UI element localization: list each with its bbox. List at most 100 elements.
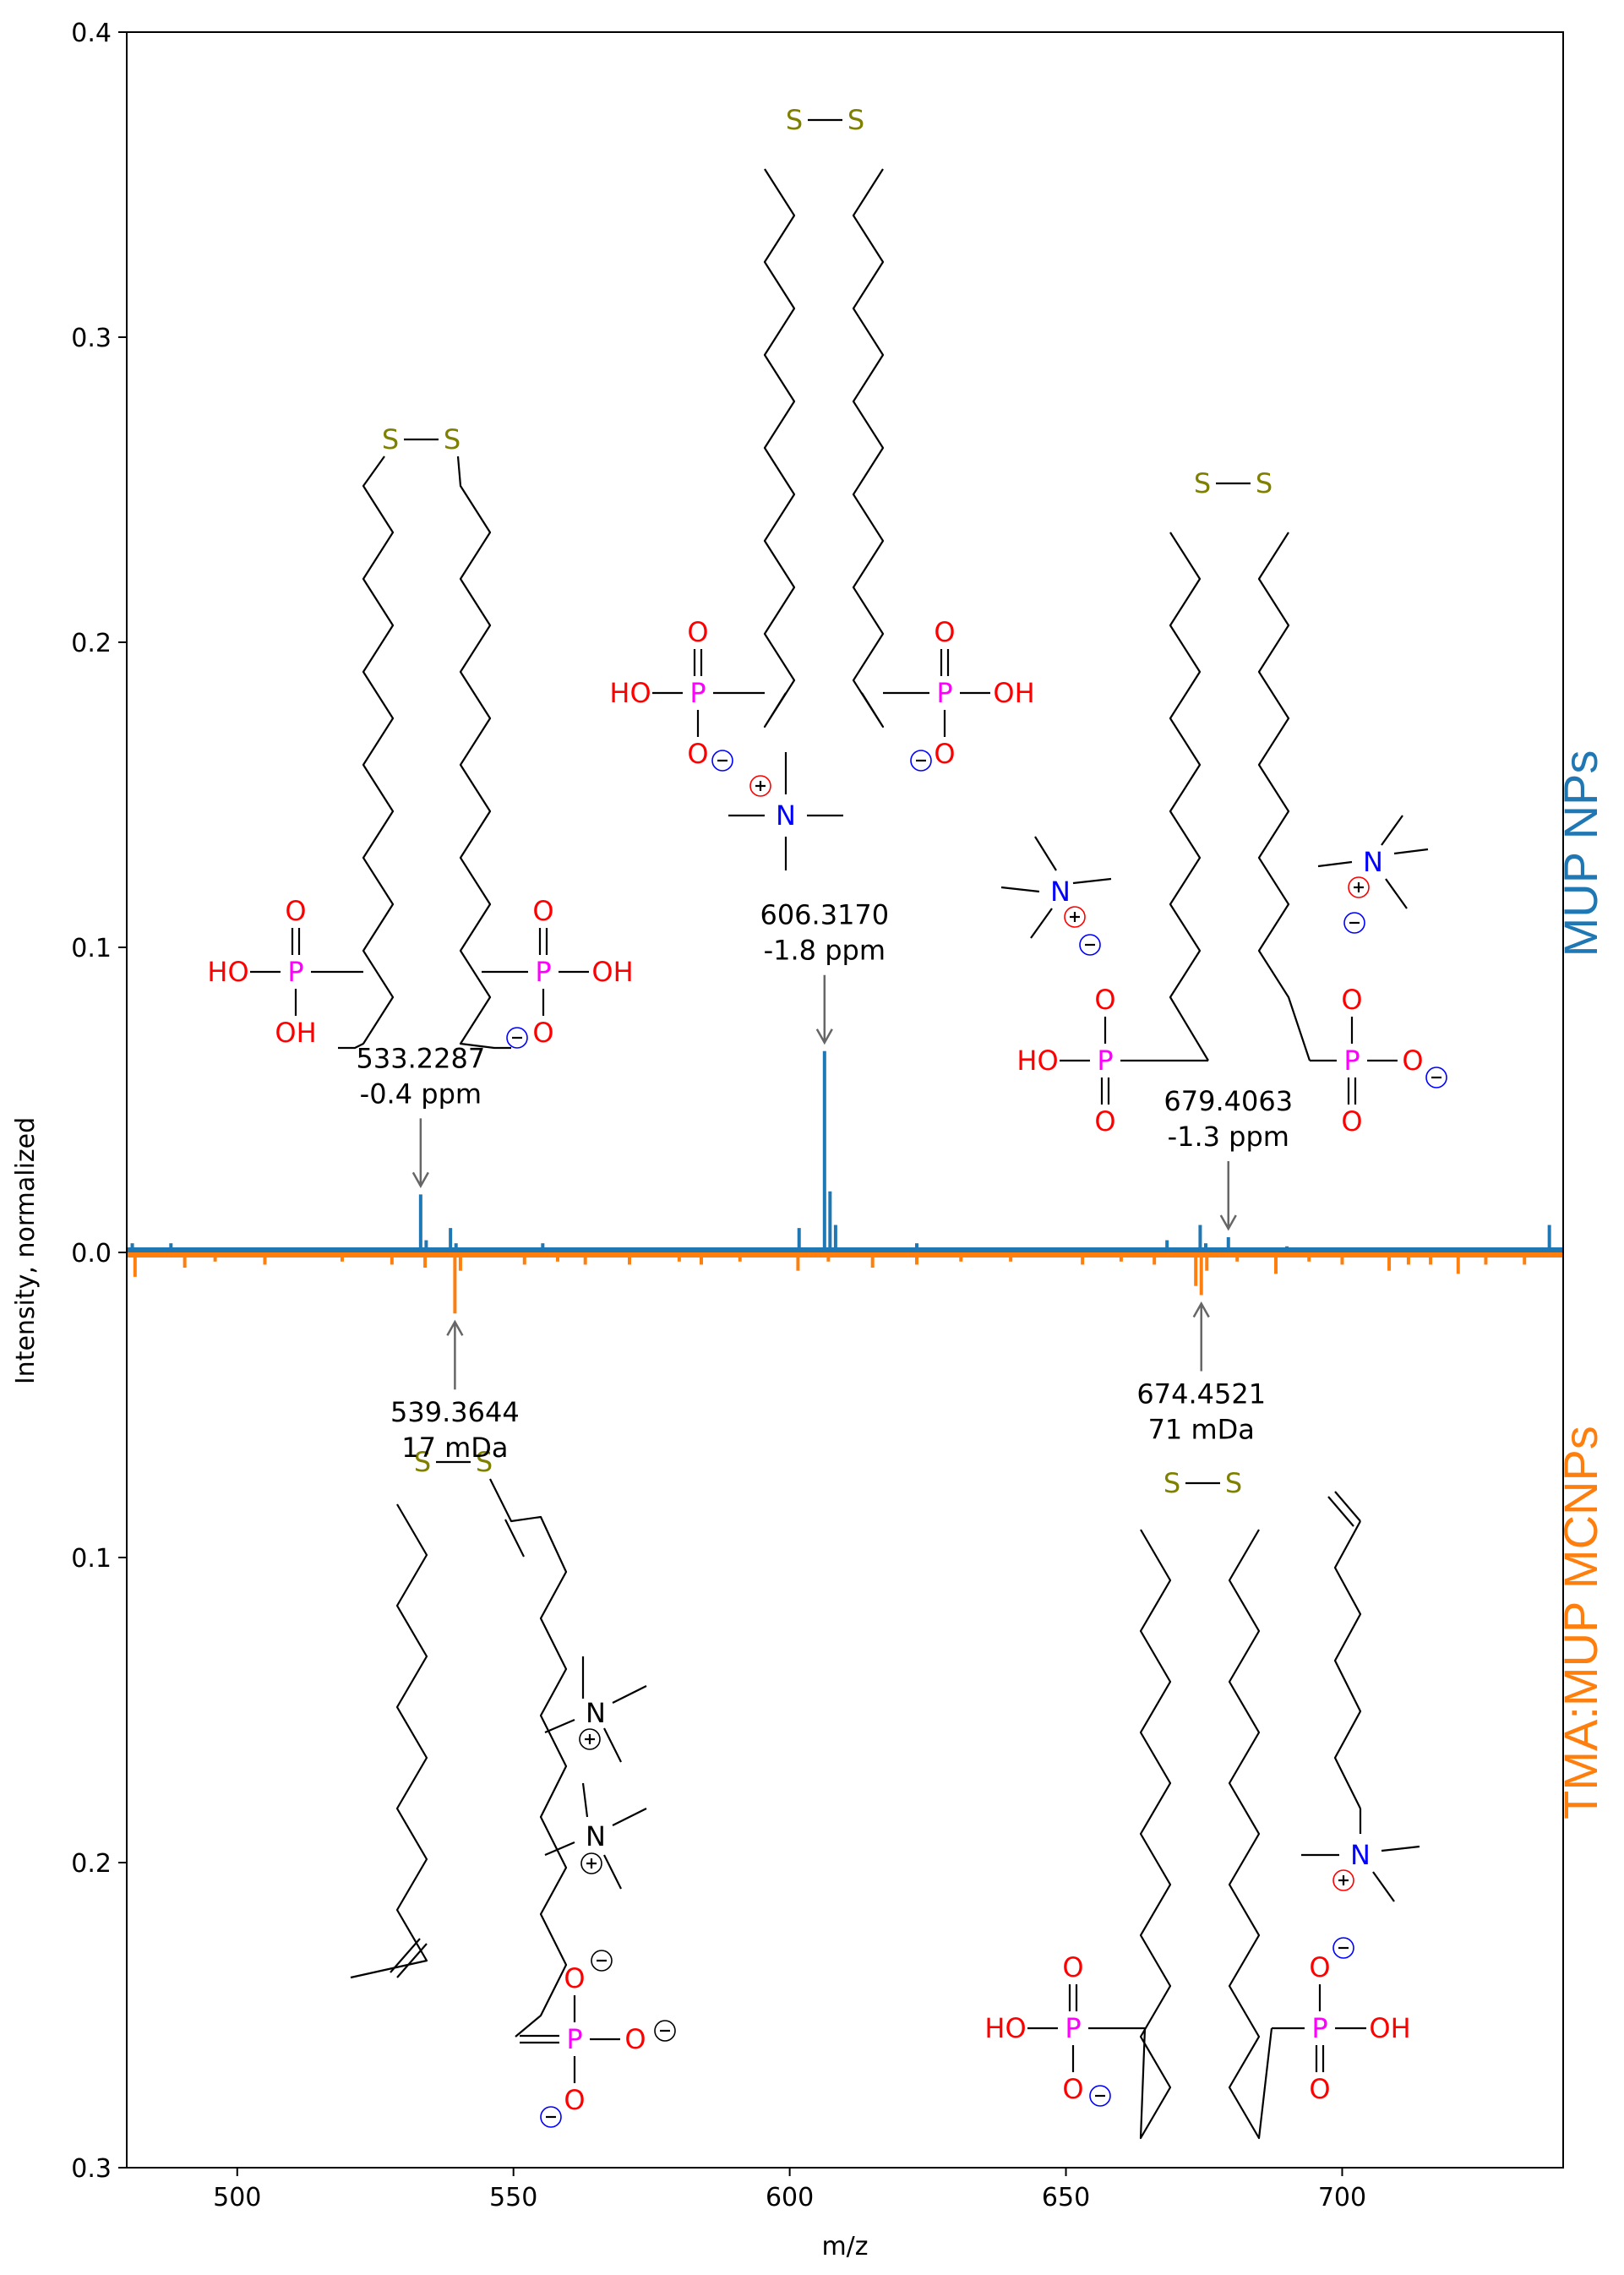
atom-label: OH — [993, 677, 1034, 709]
x-tick-label: 550 — [489, 2183, 537, 2212]
atom-label: P — [287, 956, 303, 988]
atom-label: N — [1050, 876, 1071, 908]
bond — [1257, 532, 1311, 1061]
positive-charge-icon — [580, 1852, 602, 1874]
atom-label: N — [1363, 846, 1383, 878]
bond — [1072, 877, 1112, 885]
bond — [603, 1854, 622, 1890]
atom-label: O — [1341, 984, 1362, 1016]
baseline-noise-bottom — [127, 1252, 1563, 1258]
negative-charge-icon — [711, 750, 733, 772]
atom-label: HO — [207, 956, 248, 988]
atom-label: N — [586, 1697, 606, 1729]
bond — [504, 1519, 525, 1558]
spectrum-peaks — [127, 1050, 1563, 1314]
annotation-label: 533.2287 — [357, 1042, 486, 1074]
atom-label: O — [564, 2084, 585, 2116]
y-tick-label: 0.2 — [71, 1849, 112, 1879]
atom-label: P — [535, 956, 551, 988]
atom-label: O — [532, 895, 553, 927]
atom-label: O — [564, 1962, 585, 1994]
atom-label: O — [934, 616, 955, 648]
x-tick-label: 700 — [1318, 2183, 1366, 2212]
y-tick-label: 0.3 — [71, 324, 112, 353]
atom-label: P — [689, 677, 706, 709]
annotation-arrowhead — [411, 1171, 429, 1188]
bond — [1034, 836, 1057, 871]
bond — [763, 168, 796, 728]
negative-charge-icon — [506, 1027, 528, 1049]
bond — [544, 1718, 575, 1734]
bond — [1385, 878, 1408, 909]
y-tick-label: 0.4 — [71, 19, 112, 48]
atom-label: P — [1343, 1045, 1360, 1077]
negative-charge-icon — [910, 750, 932, 772]
annotation-label: 17 mDa — [401, 1432, 508, 1464]
y-tick-label: 0.2 — [71, 629, 112, 658]
y-tick-label: 0.1 — [71, 1544, 112, 1574]
atom-label: S — [1225, 1467, 1242, 1499]
atom-label: O — [687, 616, 708, 648]
atom-label: S — [382, 423, 399, 456]
bond — [396, 1943, 428, 1978]
annotation-label: 679.4063 — [1164, 1085, 1293, 1117]
atom-label: P — [936, 677, 952, 709]
positive-charge-icon — [1348, 876, 1370, 898]
atom-label: O — [532, 1017, 553, 1049]
bond — [1327, 1496, 1354, 1527]
atom-label: S — [786, 104, 803, 136]
atom-label: O — [1309, 1951, 1330, 1983]
atom-label: O — [1341, 1105, 1362, 1138]
negative-charge-icon — [1332, 1937, 1354, 1959]
annotation-label: 539.3644 — [390, 1396, 520, 1428]
bond — [350, 1503, 428, 1979]
negative-charge-icon — [591, 1950, 613, 1972]
atom-label: P — [566, 2023, 582, 2055]
bond — [603, 1727, 622, 1763]
annotation-arrowhead — [815, 1028, 833, 1045]
bond — [1228, 1529, 1273, 2140]
atom-label: S — [847, 104, 864, 136]
atom-label: S — [444, 423, 460, 456]
atom-label: OH — [1369, 2012, 1410, 2044]
y-tick-label: 0.3 — [71, 2154, 112, 2184]
bond — [1317, 860, 1353, 868]
series-label-mup-nps: MUP NPs — [1554, 750, 1607, 957]
x-tick-label: 500 — [213, 2183, 261, 2212]
bond — [544, 1841, 575, 1857]
annotation-label: -1.8 ppm — [764, 935, 886, 967]
positive-charge-icon — [579, 1728, 601, 1750]
atom-label: OH — [275, 1017, 316, 1049]
atom-label: O — [1309, 2073, 1330, 2105]
x-tick-label: 650 — [1042, 2183, 1090, 2212]
atom-label: HO — [609, 677, 651, 709]
positive-charge-icon — [749, 775, 771, 797]
bond — [489, 1478, 568, 2038]
bond — [338, 456, 395, 1050]
annotation-label: -1.3 ppm — [1168, 1121, 1289, 1153]
bond — [1030, 908, 1053, 939]
negative-charge-icon — [1425, 1067, 1447, 1088]
positive-charge-icon — [1332, 1869, 1354, 1891]
atom-label: HO — [1016, 1045, 1058, 1077]
atom-label: HO — [984, 2012, 1026, 2044]
atom-label: O — [1402, 1045, 1423, 1077]
negative-charge-icon — [1343, 912, 1365, 934]
atom-label: N — [586, 1820, 606, 1852]
bond — [1139, 1529, 1172, 2140]
baseline-noise-top — [127, 1247, 1563, 1252]
bond — [1334, 1491, 1361, 1522]
bond — [612, 1808, 647, 1826]
atom-label: P — [1311, 2012, 1327, 2044]
atom-label: O — [624, 2023, 646, 2055]
y-tick-label: 0.1 — [71, 934, 112, 963]
annotation-arrowhead — [1219, 1214, 1237, 1231]
bond — [456, 456, 511, 1050]
atom-label: S — [1256, 467, 1272, 499]
y-axis-title: Intensity, normalized — [11, 1117, 41, 1384]
atom-label: O — [1094, 984, 1115, 1016]
y-tick-label: 0.0 — [71, 1239, 112, 1268]
annotation-arrowhead — [1192, 1301, 1210, 1318]
x-tick-label: 600 — [766, 2183, 814, 2212]
